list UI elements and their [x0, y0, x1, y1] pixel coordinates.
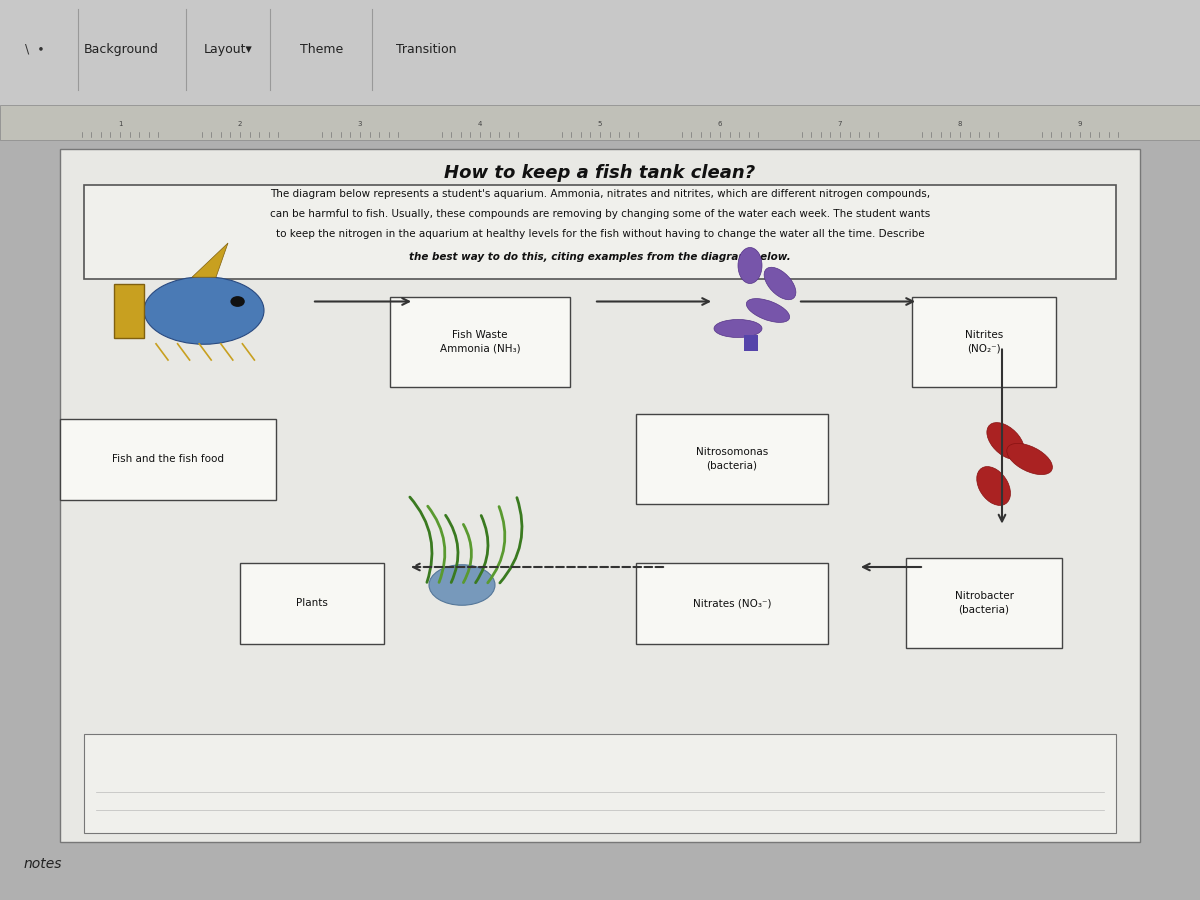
- Circle shape: [230, 296, 245, 307]
- Ellipse shape: [977, 466, 1010, 506]
- Text: Transition: Transition: [396, 43, 456, 56]
- Ellipse shape: [714, 320, 762, 338]
- Text: the best way to do this, citing examples from the diagram below.: the best way to do this, citing examples…: [409, 251, 791, 262]
- FancyBboxPatch shape: [84, 734, 1116, 833]
- Polygon shape: [192, 243, 228, 277]
- FancyBboxPatch shape: [0, 105, 1200, 140]
- Text: 5: 5: [598, 122, 602, 127]
- Ellipse shape: [1007, 444, 1052, 474]
- Ellipse shape: [738, 248, 762, 284]
- Ellipse shape: [430, 565, 496, 605]
- Ellipse shape: [986, 423, 1025, 459]
- Text: to keep the nitrogen in the aquarium at healthy levels for the fish without havi: to keep the nitrogen in the aquarium at …: [276, 229, 924, 239]
- Text: Fish and the fish food: Fish and the fish food: [112, 454, 224, 464]
- Text: Theme: Theme: [300, 43, 343, 56]
- Text: Background: Background: [84, 43, 158, 56]
- Ellipse shape: [144, 277, 264, 344]
- Text: The diagram below represents a student's aquarium. Ammonia, nitrates and nitrite: The diagram below represents a student's…: [270, 189, 930, 200]
- FancyBboxPatch shape: [240, 562, 384, 644]
- FancyBboxPatch shape: [636, 562, 828, 644]
- Text: 6: 6: [718, 122, 722, 127]
- Text: Layout▾: Layout▾: [204, 43, 253, 56]
- Ellipse shape: [764, 267, 796, 300]
- FancyBboxPatch shape: [84, 184, 1116, 279]
- Text: \  $\bullet$: \ $\bullet$: [24, 42, 44, 57]
- Text: Nitrobacter
(bacteria): Nitrobacter (bacteria): [954, 591, 1014, 615]
- FancyBboxPatch shape: [390, 297, 570, 387]
- Text: Nitrites
(NO₂⁻): Nitrites (NO₂⁻): [965, 330, 1003, 354]
- FancyBboxPatch shape: [912, 297, 1056, 387]
- Text: 2: 2: [238, 122, 242, 127]
- FancyBboxPatch shape: [0, 0, 1200, 108]
- FancyBboxPatch shape: [744, 335, 758, 351]
- Text: 1: 1: [118, 122, 122, 127]
- FancyBboxPatch shape: [60, 418, 276, 500]
- Text: 8: 8: [958, 122, 962, 127]
- Text: 9: 9: [1078, 122, 1082, 127]
- Text: 3: 3: [358, 122, 362, 127]
- Text: can be harmful to fish. Usually, these compounds are removing by changing some o: can be harmful to fish. Usually, these c…: [270, 209, 930, 220]
- Text: How to keep a fish tank clean?: How to keep a fish tank clean?: [444, 164, 756, 182]
- Text: Nitrosomonas
(bacteria): Nitrosomonas (bacteria): [696, 447, 768, 471]
- FancyBboxPatch shape: [636, 414, 828, 504]
- Text: 7: 7: [838, 122, 842, 127]
- FancyBboxPatch shape: [60, 148, 1140, 842]
- Text: Plants: Plants: [296, 598, 328, 608]
- FancyArrow shape: [114, 284, 144, 338]
- Ellipse shape: [746, 299, 790, 322]
- FancyBboxPatch shape: [906, 558, 1062, 648]
- Text: notes: notes: [24, 857, 62, 871]
- Text: 4: 4: [478, 122, 482, 127]
- Text: Nitrates (NO₃⁻): Nitrates (NO₃⁻): [692, 598, 772, 608]
- Text: Fish Waste
Ammonia (NH₃): Fish Waste Ammonia (NH₃): [439, 330, 521, 354]
